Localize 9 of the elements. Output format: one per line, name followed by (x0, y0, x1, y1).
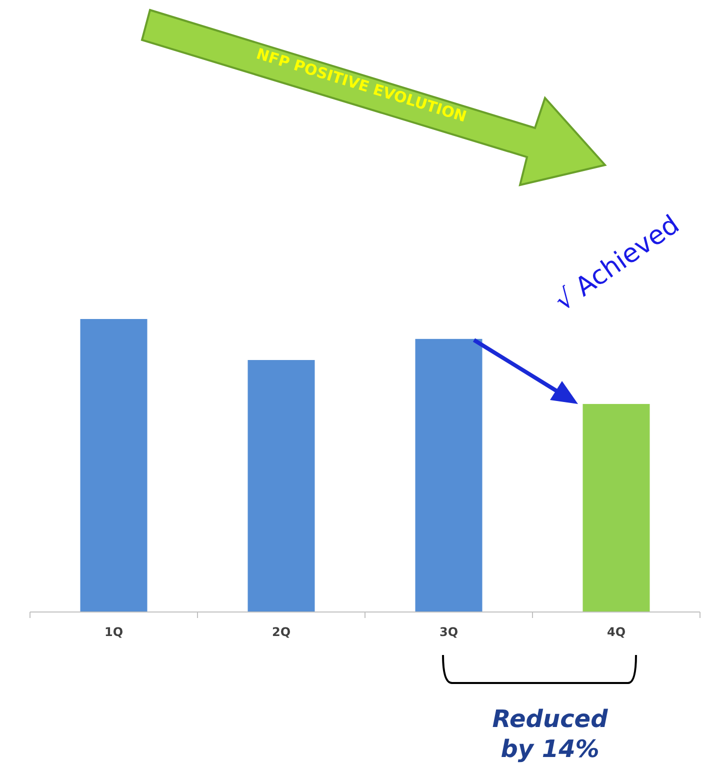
bar (582, 404, 650, 612)
x-tick-label: 3Q (439, 625, 458, 639)
x-tick-label: 4Q (606, 625, 626, 639)
bar (415, 338, 482, 612)
x-tick-label: 1Q (104, 625, 124, 639)
text: Reduced by 14% (492, 705, 609, 763)
x-tick-label: 2Q (272, 625, 291, 639)
bar (248, 360, 315, 612)
bar (80, 319, 148, 612)
